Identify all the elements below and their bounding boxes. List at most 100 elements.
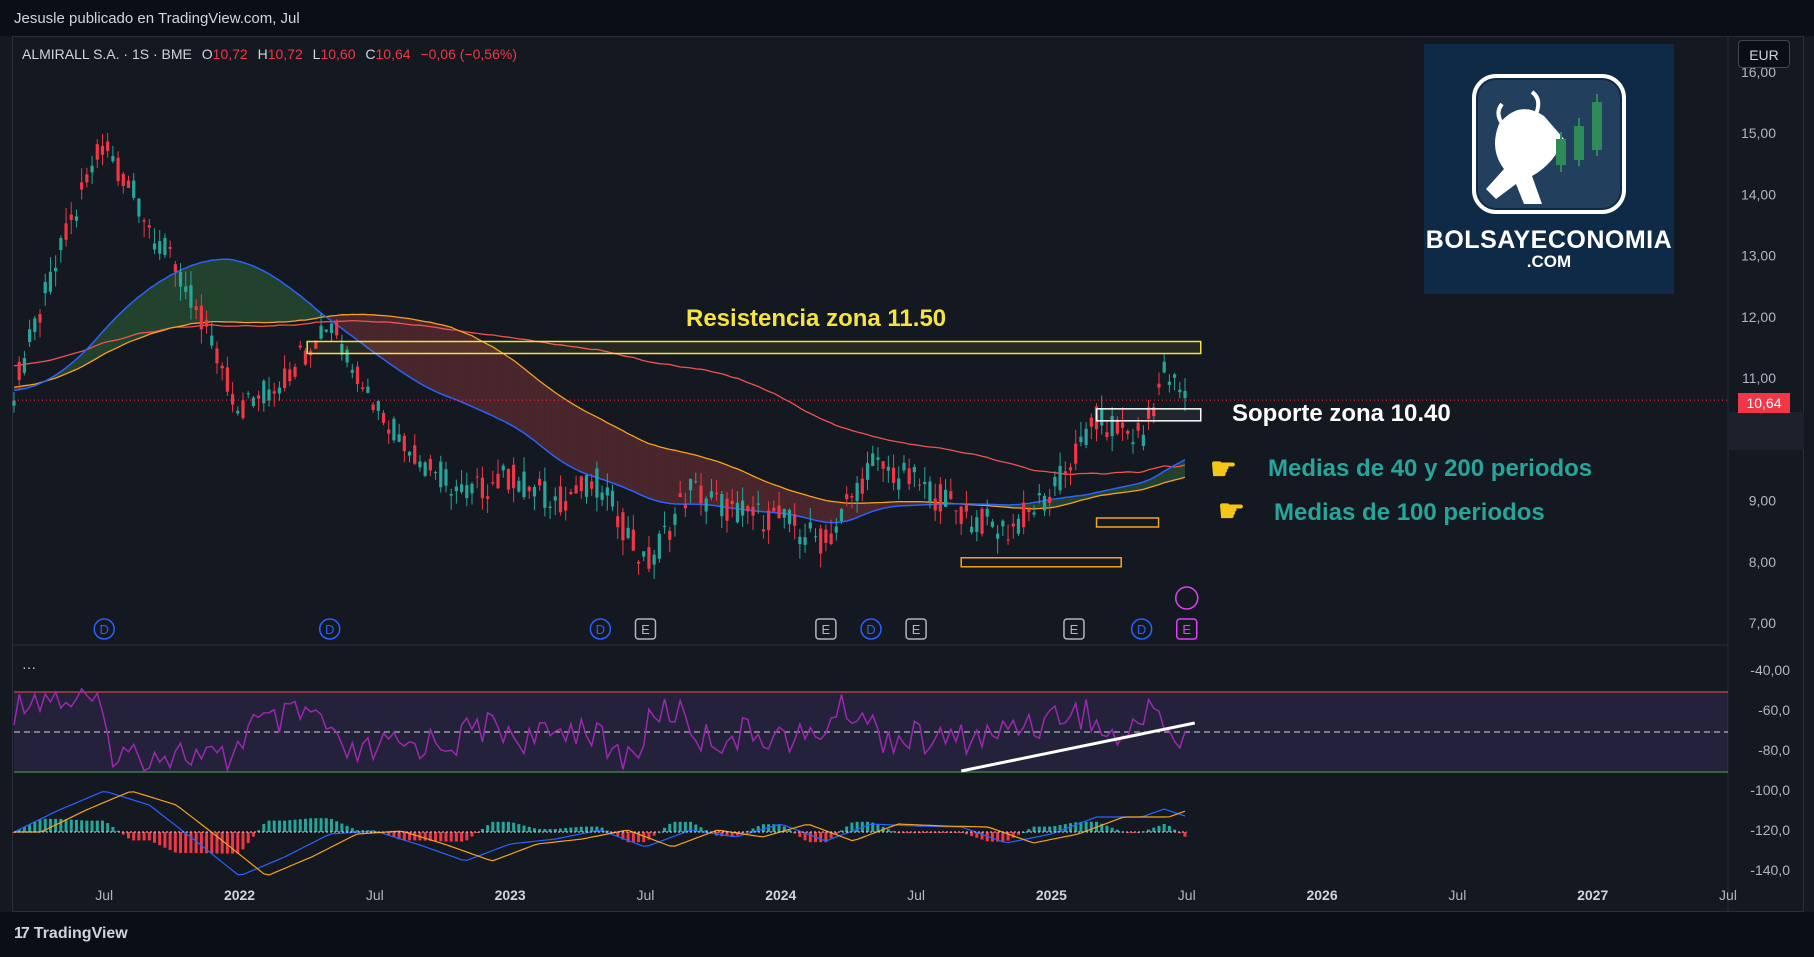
candle-body	[538, 478, 542, 486]
low-zone	[960, 557, 1122, 568]
x-tick-label: Jul	[1178, 887, 1196, 903]
pointing-hand-icon: ☛	[1218, 495, 1245, 528]
symbol-info[interactable]: ALMIRALL S.A. · 1S · BME O10,72 H10,72 L…	[22, 46, 517, 62]
ma-cloud	[560, 396, 566, 464]
x-tick-label: 2027	[1577, 887, 1608, 903]
ma-cloud	[518, 364, 525, 434]
candle-body	[241, 400, 245, 419]
macd-histogram-bar	[527, 826, 531, 832]
x-tick-label: 2026	[1306, 887, 1337, 903]
candle-body	[767, 510, 771, 531]
candle-body	[48, 271, 53, 292]
macd-line	[13, 791, 1186, 876]
macd-histogram-bar	[220, 832, 224, 854]
candle-body	[1100, 408, 1104, 426]
symbol-name[interactable]: ALMIRALL S.A. · 1S · BME	[22, 46, 192, 62]
macd-histogram-bar	[824, 832, 828, 843]
macd-histogram-bar	[964, 832, 968, 835]
dividend-marker-label: D	[100, 622, 109, 637]
macd-histogram-bar	[866, 821, 870, 832]
macd-histogram-bar	[95, 820, 99, 832]
price-tick-label: 7,00	[1749, 615, 1776, 631]
candle-body	[142, 220, 146, 222]
indicator-more-button[interactable]: ···	[22, 659, 36, 675]
ma-cloud	[669, 449, 675, 504]
macd-histogram-bar	[288, 820, 292, 832]
ma-cloud	[664, 448, 670, 504]
macd-histogram-bar	[579, 826, 583, 832]
candle-body	[1115, 419, 1119, 434]
candle-body	[626, 527, 630, 538]
candle-body	[923, 481, 927, 484]
candle-body	[366, 386, 370, 393]
macd-histogram-bar	[1178, 832, 1182, 834]
candle-body	[1157, 383, 1161, 388]
macd-histogram-bar	[241, 832, 245, 850]
candle-body	[845, 494, 849, 500]
candle-body	[210, 335, 214, 346]
ma-cloud	[1132, 483, 1139, 492]
macd-histogram-bar	[1063, 824, 1067, 832]
ma-cloud	[747, 473, 754, 511]
macd-histogram-bar	[439, 832, 443, 842]
candle-body	[355, 366, 360, 385]
candle-body	[662, 525, 667, 528]
candle-body	[433, 472, 438, 474]
macd-histogram-bar	[1147, 829, 1151, 832]
macd-histogram-bar	[251, 832, 255, 837]
macd-histogram-bar	[189, 832, 193, 853]
ma-cloud	[347, 314, 353, 337]
macd-histogram-bar	[59, 818, 63, 832]
ma-cloud	[857, 503, 863, 518]
ma-cloud	[97, 331, 103, 359]
candle-body	[798, 536, 802, 545]
candle-body	[428, 459, 432, 471]
candle-body	[501, 465, 505, 471]
ma-cloud	[581, 408, 587, 475]
candle-body	[283, 368, 287, 389]
candle-body	[1063, 471, 1067, 475]
low-value: 10,60	[320, 46, 356, 62]
macd-histogram-bar	[595, 826, 599, 832]
ma-cloud	[378, 315, 384, 360]
ma-cloud	[732, 467, 738, 509]
candle-body	[1079, 436, 1083, 443]
candle-body	[850, 495, 854, 498]
macd-histogram-bar	[506, 821, 510, 832]
candle-body	[756, 503, 760, 505]
ma-cloud	[508, 357, 514, 427]
macd-histogram-bar	[970, 832, 974, 837]
candle-body	[636, 561, 641, 564]
ma-cloud	[1169, 465, 1175, 482]
macd-histogram-bar	[777, 824, 781, 832]
macd-histogram-bar	[626, 832, 630, 843]
ma-cloud	[867, 502, 873, 514]
candle-body	[38, 314, 42, 323]
candle-body	[777, 505, 781, 519]
macd-histogram-bar	[215, 832, 219, 854]
tradingview-logo[interactable]: 17 TradingView	[14, 925, 128, 943]
currency-button[interactable]: EUR	[1738, 40, 1790, 68]
candle-body	[329, 323, 334, 333]
candle-body	[319, 325, 323, 339]
ma-cloud	[466, 333, 472, 407]
ma-cloud	[237, 261, 243, 323]
alert-icon	[1174, 586, 1199, 610]
candle-body	[600, 492, 604, 500]
ma-cloud	[862, 502, 868, 516]
ma-100-line	[13, 313, 1186, 510]
ma-cloud	[430, 322, 436, 392]
candle-body	[69, 214, 73, 220]
candle-body	[543, 481, 547, 508]
candle-body	[496, 473, 500, 489]
macd-histogram-bar	[80, 820, 84, 832]
ma-cloud	[612, 425, 618, 486]
macd-histogram-bar	[1157, 825, 1161, 832]
candle-body	[1001, 520, 1005, 527]
ma-cloud	[159, 278, 165, 332]
candle-body	[808, 522, 812, 529]
dividend-marker	[1130, 618, 1153, 640]
macd-histogram-bar	[1058, 825, 1062, 832]
ma-cloud	[633, 436, 639, 494]
